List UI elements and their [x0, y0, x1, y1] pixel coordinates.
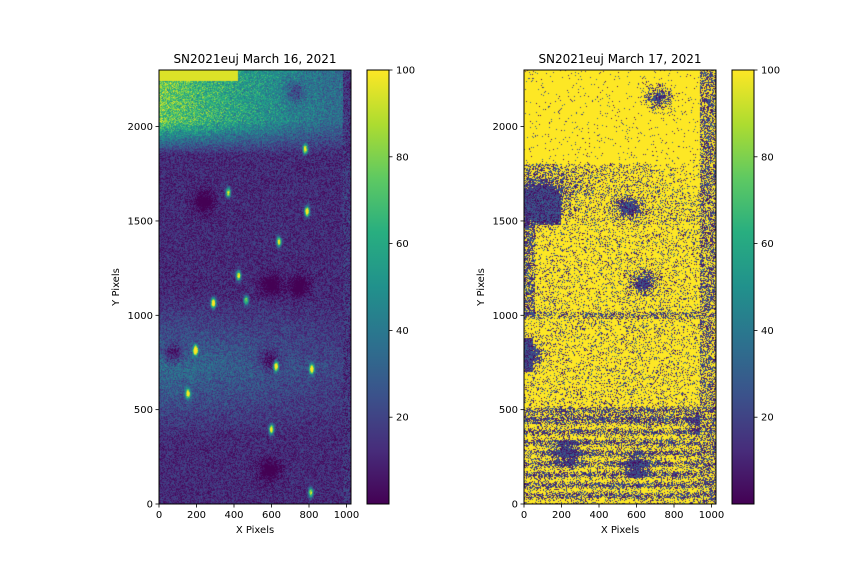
y-tick-label: 0 [147, 500, 153, 511]
colorbar-tick-label: 60 [396, 239, 409, 250]
y-tick-label: 1500 [493, 216, 518, 227]
colorbar-gradient [367, 70, 389, 504]
x-axis: 0 200 400 600 800 1000 [521, 504, 724, 521]
colorbar-ticks: 20 40 60 80 100 [754, 66, 780, 424]
y-axis-label: Y Pixels [476, 268, 487, 307]
x-tick-label: 1000 [334, 510, 359, 521]
colorbar-tick-label: 20 [396, 413, 409, 424]
x-tick-label: 1000 [699, 510, 724, 521]
colorbar-tick-label: 40 [761, 326, 774, 337]
panel-march-16: SN2021euj March 16, 2021 0 200 400 600 800 10… [111, 52, 415, 536]
x-tick-label: 800 [664, 510, 683, 521]
x-tick-label: 200 [552, 510, 571, 521]
colorbar-tick-label: 100 [396, 66, 415, 77]
x-tick-label: 600 [627, 510, 646, 521]
y-tick-label: 500 [499, 405, 518, 416]
y-tick-label: 1500 [128, 216, 153, 227]
chart-title: SN2021euj March 16, 2021 [173, 52, 336, 66]
y-tick-label: 1000 [493, 311, 518, 322]
x-tick-label: 600 [262, 510, 281, 521]
x-axis-label: X Pixels [236, 525, 274, 536]
x-tick-label: 400 [589, 510, 608, 521]
colorbar-tick-label: 20 [761, 413, 774, 424]
colorbar: 20 40 60 80 100 [366, 66, 415, 505]
colorbar-frame [366, 69, 390, 505]
colorbar-tick-label: 40 [396, 326, 409, 337]
colorbar-ticks: 20 40 60 80 100 [389, 66, 415, 424]
colorbar-tick-label: 100 [761, 66, 780, 77]
colorbar: 20 40 60 80 100 [731, 66, 780, 505]
y-axis: 0 500 1000 1500 2000 [128, 122, 159, 511]
y-tick-label: 0 [512, 500, 518, 511]
y-tick-label: 2000 [128, 122, 153, 133]
y-tick-label: 2000 [493, 122, 518, 133]
colorbar-tick-label: 80 [396, 152, 409, 163]
x-axis: 0 200 400 600 800 1000 [156, 504, 359, 521]
x-tick-label: 400 [224, 510, 243, 521]
x-tick-label: 0 [156, 510, 162, 521]
y-tick-label: 1000 [128, 311, 153, 322]
chart-title: SN2021euj March 17, 2021 [538, 52, 701, 66]
heatmap-image [159, 70, 351, 504]
y-axis-label: Y Pixels [111, 268, 122, 307]
plot-frame [523, 69, 717, 505]
colorbar-tick-label: 80 [761, 152, 774, 163]
colorbar-tick-label: 60 [761, 239, 774, 250]
x-tick-label: 200 [187, 510, 206, 521]
plot-frame [158, 69, 352, 505]
heatmap-image [524, 70, 716, 504]
x-axis-label: X Pixels [601, 525, 639, 536]
y-axis: 0 500 1000 1500 2000 [493, 122, 524, 511]
colorbar-frame [731, 69, 755, 505]
y-tick-label: 500 [134, 405, 153, 416]
panel-march-17: SN2021euj March 17, 2021 0 200 400 600 800 10… [476, 52, 780, 536]
colorbar-gradient [732, 70, 754, 504]
x-tick-label: 0 [521, 510, 527, 521]
x-tick-label: 800 [299, 510, 318, 521]
